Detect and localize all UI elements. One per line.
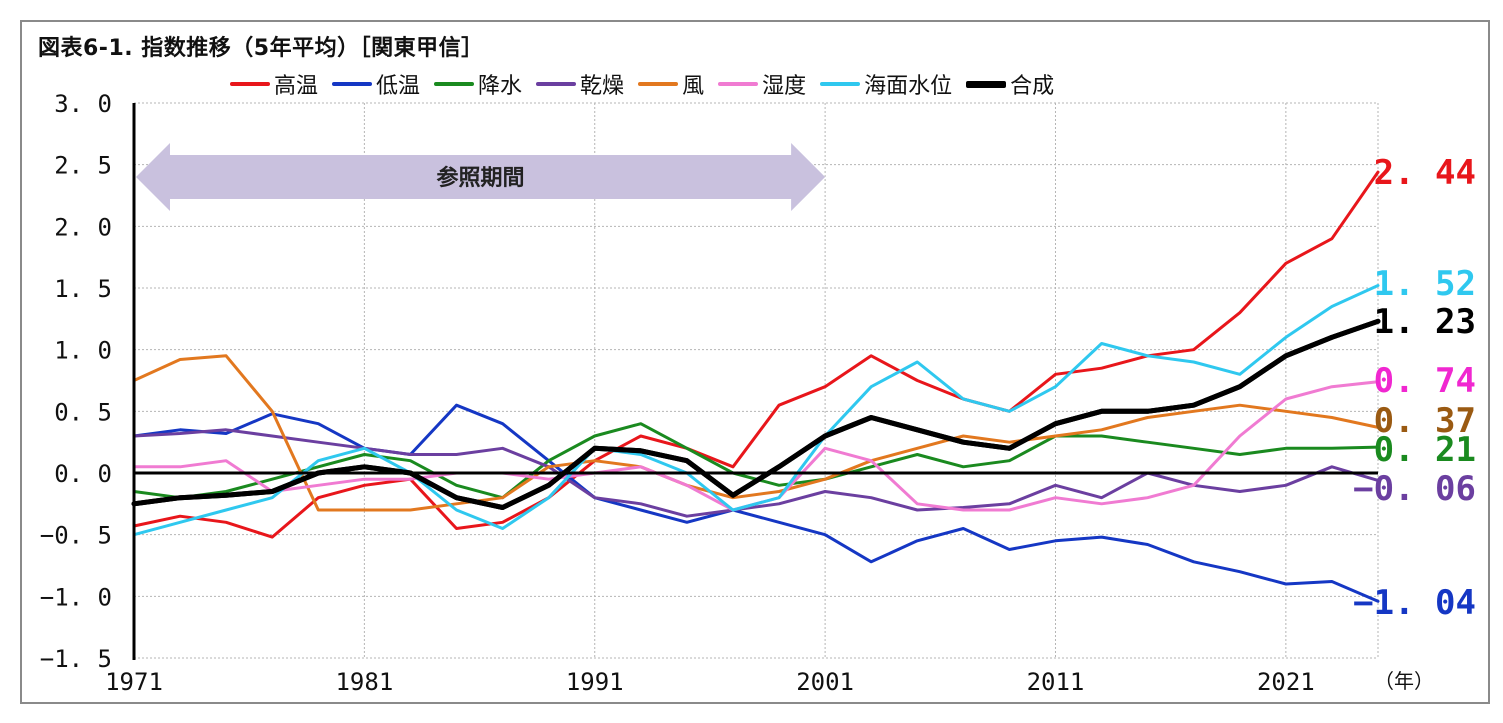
legend-label: 乾燥 xyxy=(580,74,625,99)
legend-swatch xyxy=(820,82,861,86)
end-value-label: −0. 06 xyxy=(1353,469,1476,509)
legend-swatch xyxy=(718,82,759,86)
chart-title: 図表6-1. 指数推移（5年平均）［関東甲信］ xyxy=(38,36,484,61)
y-tick-label: −1. 0 xyxy=(40,583,112,611)
end-value-label: −1. 04 xyxy=(1353,583,1476,623)
end-value-label: 1. 23 xyxy=(1374,302,1476,342)
y-tick-label: −1. 5 xyxy=(40,645,112,673)
legend-item: 降水 xyxy=(434,68,522,100)
y-tick-label: 3. 0 xyxy=(54,90,112,118)
y-tick-label: 0. 5 xyxy=(54,398,112,426)
legend-item: 合成 xyxy=(966,68,1054,100)
x-tick-label: 2011 xyxy=(1027,668,1085,696)
series-line-0 xyxy=(132,170,1380,539)
legend-swatch xyxy=(332,82,373,86)
legend-swatch xyxy=(536,82,577,86)
legend-label: 風 xyxy=(682,74,705,99)
series-line-6 xyxy=(132,284,1380,537)
end-value-label: 1. 52 xyxy=(1374,264,1476,304)
legend-item: 乾燥 xyxy=(536,68,624,100)
legend-label: 低温 xyxy=(376,74,421,99)
y-tick-label: −0. 5 xyxy=(40,522,112,550)
legend-label: 合成 xyxy=(1010,74,1055,99)
x-axis-unit: （年） xyxy=(1374,669,1434,693)
end-value-label: 2. 44 xyxy=(1374,153,1476,193)
legend-swatch xyxy=(434,82,475,86)
legend-item: 高温 xyxy=(230,68,318,100)
y-tick-label: 2. 5 xyxy=(54,152,112,180)
series-line-3 xyxy=(132,428,1380,518)
legend-swatch xyxy=(966,80,1007,88)
legend-item: 風 xyxy=(638,68,704,100)
legend-item: 海面水位 xyxy=(820,68,952,100)
reference-period-arrow xyxy=(136,143,826,211)
legend-label: 海面水位 xyxy=(864,74,953,99)
legend-swatch xyxy=(230,82,270,86)
reference-period-label: 参照期間 xyxy=(437,165,525,191)
end-value-label: 0. 37 xyxy=(1374,401,1476,441)
chart-legend: 高温 低温 降水 乾燥 風 湿度 海面水位 合成 xyxy=(230,68,1068,100)
x-tick-label: 1971 xyxy=(105,668,163,696)
y-tick-label: 0. 0 xyxy=(54,460,112,488)
chart-frame xyxy=(20,20,1490,704)
y-tick-label: 1. 5 xyxy=(54,275,112,303)
x-tick-label: 2001 xyxy=(796,668,854,696)
series-line-5 xyxy=(132,380,1380,512)
legend-item: 湿度 xyxy=(718,68,806,100)
y-tick-label: 1. 0 xyxy=(54,337,112,365)
legend-label: 降水 xyxy=(478,74,523,99)
x-tick-label: 2021 xyxy=(1257,668,1315,696)
legend-item: 低温 xyxy=(332,68,420,100)
end-value-label: 0. 21 xyxy=(1374,430,1476,470)
series-line-4 xyxy=(132,354,1380,512)
x-tick-label: 1981 xyxy=(335,668,393,696)
series-line-1 xyxy=(132,403,1380,603)
end-value-label: 0. 74 xyxy=(1374,361,1476,401)
legend-label: 高温 xyxy=(274,74,319,99)
legend-swatch xyxy=(638,82,679,86)
x-tick-label: 1991 xyxy=(566,668,624,696)
legend-label: 湿度 xyxy=(762,74,807,99)
series-line-combined-top xyxy=(131,318,1381,510)
y-tick-label: 2. 0 xyxy=(54,213,112,241)
